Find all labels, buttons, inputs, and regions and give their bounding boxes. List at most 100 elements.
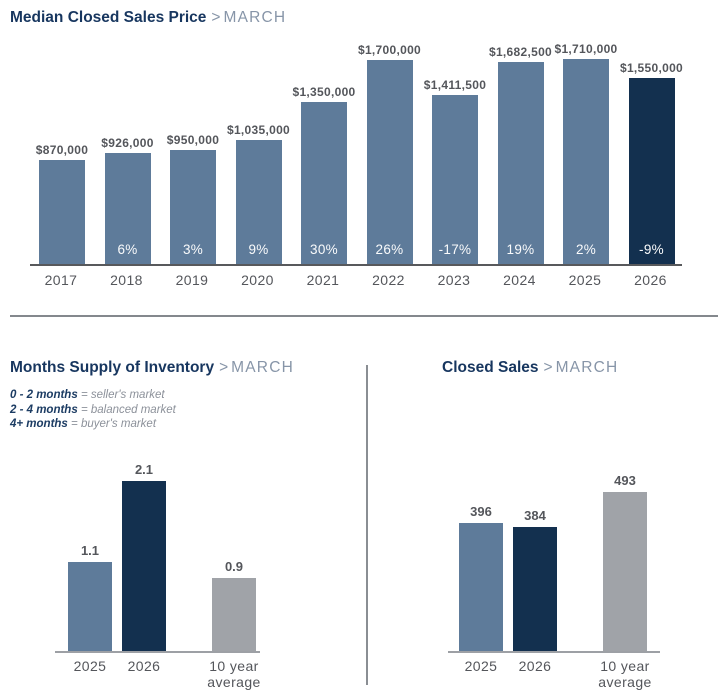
- x-tick-2017: 2017: [44, 272, 78, 288]
- bar-2026: [513, 527, 557, 651]
- months-supply-x-axis: 2025 2026 10 year average: [55, 658, 261, 690]
- bar-2021: 30%: [301, 102, 347, 264]
- bar-pct-change-label: 30%: [310, 242, 338, 257]
- bar-column-2025: 396: [459, 504, 503, 651]
- median-price-title: Median Closed Sales Price > MARCH: [10, 8, 286, 28]
- bar-2018: 6%: [104, 153, 151, 264]
- bar-value-label: $870,000: [35, 142, 89, 157]
- legend-range: 2 - 4 months: [10, 403, 78, 416]
- vertical-divider: [366, 365, 368, 685]
- x-tick-2020: 2020: [241, 272, 274, 288]
- legend-meaning: = seller's market: [80, 389, 165, 401]
- bar-10-year-average: [212, 578, 256, 651]
- months-supply-title-text: Months Supply of Inventory: [10, 359, 215, 376]
- legend-range: 4+ months: [10, 418, 68, 430]
- bar-value-label: $1,550,000: [619, 61, 684, 76]
- x-tick-2025: 2025: [464, 658, 498, 674]
- median-price-x-axis: 2017 2018 2019 2020 2021 2022 2023 2024 2025 2026: [30, 272, 682, 288]
- bar-10-year-average: [603, 492, 647, 651]
- bar-2020: 9%: [235, 139, 282, 264]
- bar-pct-change-label: -17%: [438, 242, 472, 257]
- median-price-title-text: Median Closed Sales Price: [10, 9, 207, 26]
- closed-sales-plot-area: 396 384 493: [448, 473, 660, 653]
- bar-value-label: $1,710,000: [554, 42, 618, 56]
- bar-pct-change-label: 26%: [375, 242, 404, 257]
- x-tick-2022: 2022: [372, 272, 405, 288]
- bar-column-2020: $1,035,000 9%: [227, 123, 290, 264]
- bar-2026: [122, 481, 166, 651]
- bar-2022: 26%: [366, 60, 413, 264]
- x-tick-2018: 2018: [110, 272, 143, 288]
- x-tick-2026: 2026: [634, 272, 667, 288]
- title-separator: >: [543, 359, 553, 376]
- x-tick-2021: 2021: [306, 272, 340, 288]
- bar-2024: 19%: [497, 62, 544, 264]
- closed-sales-month: MARCH: [555, 359, 619, 376]
- x-tick-2025: 2025: [568, 272, 602, 288]
- bar-column-2026: 2.1: [122, 462, 166, 651]
- bar-2017: [39, 159, 85, 264]
- bar-column-2019: $950,000 3%: [166, 133, 220, 264]
- bar-value-label: 384: [524, 508, 546, 524]
- bar-column-2018: $926,000 6%: [101, 136, 153, 264]
- x-tick-2026: 2026: [127, 658, 161, 674]
- title-separator: >: [219, 359, 229, 376]
- months-supply-month: MARCH: [231, 359, 294, 376]
- legend-line-sellers-market: 0 - 2 months = seller's market: [10, 388, 176, 403]
- bar-pct-change-label: 6%: [117, 242, 138, 257]
- legend-meaning: = balanced market: [80, 403, 176, 416]
- bar-column-2025: $1,710,000 2%: [554, 42, 617, 264]
- bar-value-label: $1,035,000: [226, 122, 291, 137]
- bar-pct-change-label: 19%: [506, 242, 535, 257]
- x-tick-2023: 2023: [437, 272, 471, 288]
- bar-pct-change-label: 9%: [248, 242, 269, 257]
- bar-2025: [68, 562, 112, 651]
- legend-line-buyers-market: 4+ months = buyer's market: [10, 417, 176, 432]
- months-supply-legend: 0 - 2 months = seller's market 2 - 4 mon…: [10, 388, 176, 432]
- horizontal-divider: [10, 315, 718, 317]
- bar-column-2026: 384: [513, 508, 557, 651]
- x-tick-10-year-average: 10 year average: [207, 658, 261, 690]
- bar-column-10-year-average: 0.9: [212, 559, 256, 651]
- legend-range: 0 - 2 months: [10, 389, 78, 401]
- months-supply-chart: 1.1 2.1 0.9 2025 2026 10 year average: [55, 462, 261, 690]
- bar-value-label: 2.1: [134, 462, 154, 477]
- bar-column-2023: $1,411,500 -17%: [424, 78, 486, 264]
- closed-sales-x-axis: 2025 2026 10 year average: [448, 658, 660, 690]
- bar-2025: [459, 523, 503, 651]
- median-price-plot-area: $870,000 $926,000 6% $950,000 3% $1,035,000 9%…: [30, 42, 683, 266]
- closed-sales-title: Closed Sales > MARCH: [442, 358, 618, 378]
- bar-value-label: 1.1: [80, 543, 100, 558]
- bar-value-label: $1,682,500: [488, 45, 553, 60]
- closed-sales-title-text: Closed Sales: [442, 359, 539, 376]
- x-tick-2024: 2024: [503, 272, 536, 288]
- closed-sales-chart: 396 384 493 2025 2026 10 year average: [448, 473, 660, 690]
- bar-value-label: 493: [614, 473, 636, 488]
- months-supply-plot-area: 1.1 2.1 0.9: [55, 462, 260, 653]
- bar-value-label: $950,000: [166, 133, 220, 148]
- months-supply-title: Months Supply of Inventory > MARCH: [10, 358, 294, 378]
- bar-column-2022: $1,700,000 26%: [358, 43, 421, 264]
- bar-pct-change-label: 3%: [182, 242, 204, 257]
- bar-pct-change-label: -9%: [639, 242, 664, 257]
- median-price-month: MARCH: [223, 9, 287, 26]
- bar-value-label: $926,000: [101, 136, 154, 150]
- legend-line-balanced-market: 2 - 4 months = balanced market: [10, 403, 176, 418]
- bar-column-2026: $1,550,000 -9%: [620, 61, 683, 264]
- bar-value-label: $1,411,500: [423, 77, 487, 92]
- x-tick-10-year-average: 10 year average: [598, 658, 652, 690]
- bar-value-label: 396: [470, 504, 492, 520]
- median-price-chart: $870,000 $926,000 6% $950,000 3% $1,035,000 9%…: [30, 42, 683, 288]
- bar-column-10-year-average: 493: [603, 473, 647, 651]
- x-tick-2019: 2019: [175, 272, 209, 288]
- bar-column-2024: $1,682,500 19%: [489, 45, 552, 264]
- bar-2025: 2%: [563, 59, 609, 264]
- bar-column-2025: 1.1: [68, 543, 112, 651]
- title-separator: >: [211, 9, 221, 26]
- bar-2023: -17%: [432, 94, 478, 264]
- x-tick-2026: 2026: [518, 658, 552, 674]
- bar-column-2017: $870,000: [35, 142, 89, 264]
- bar-2026: -9%: [628, 78, 675, 264]
- x-tick-2025: 2025: [73, 658, 107, 674]
